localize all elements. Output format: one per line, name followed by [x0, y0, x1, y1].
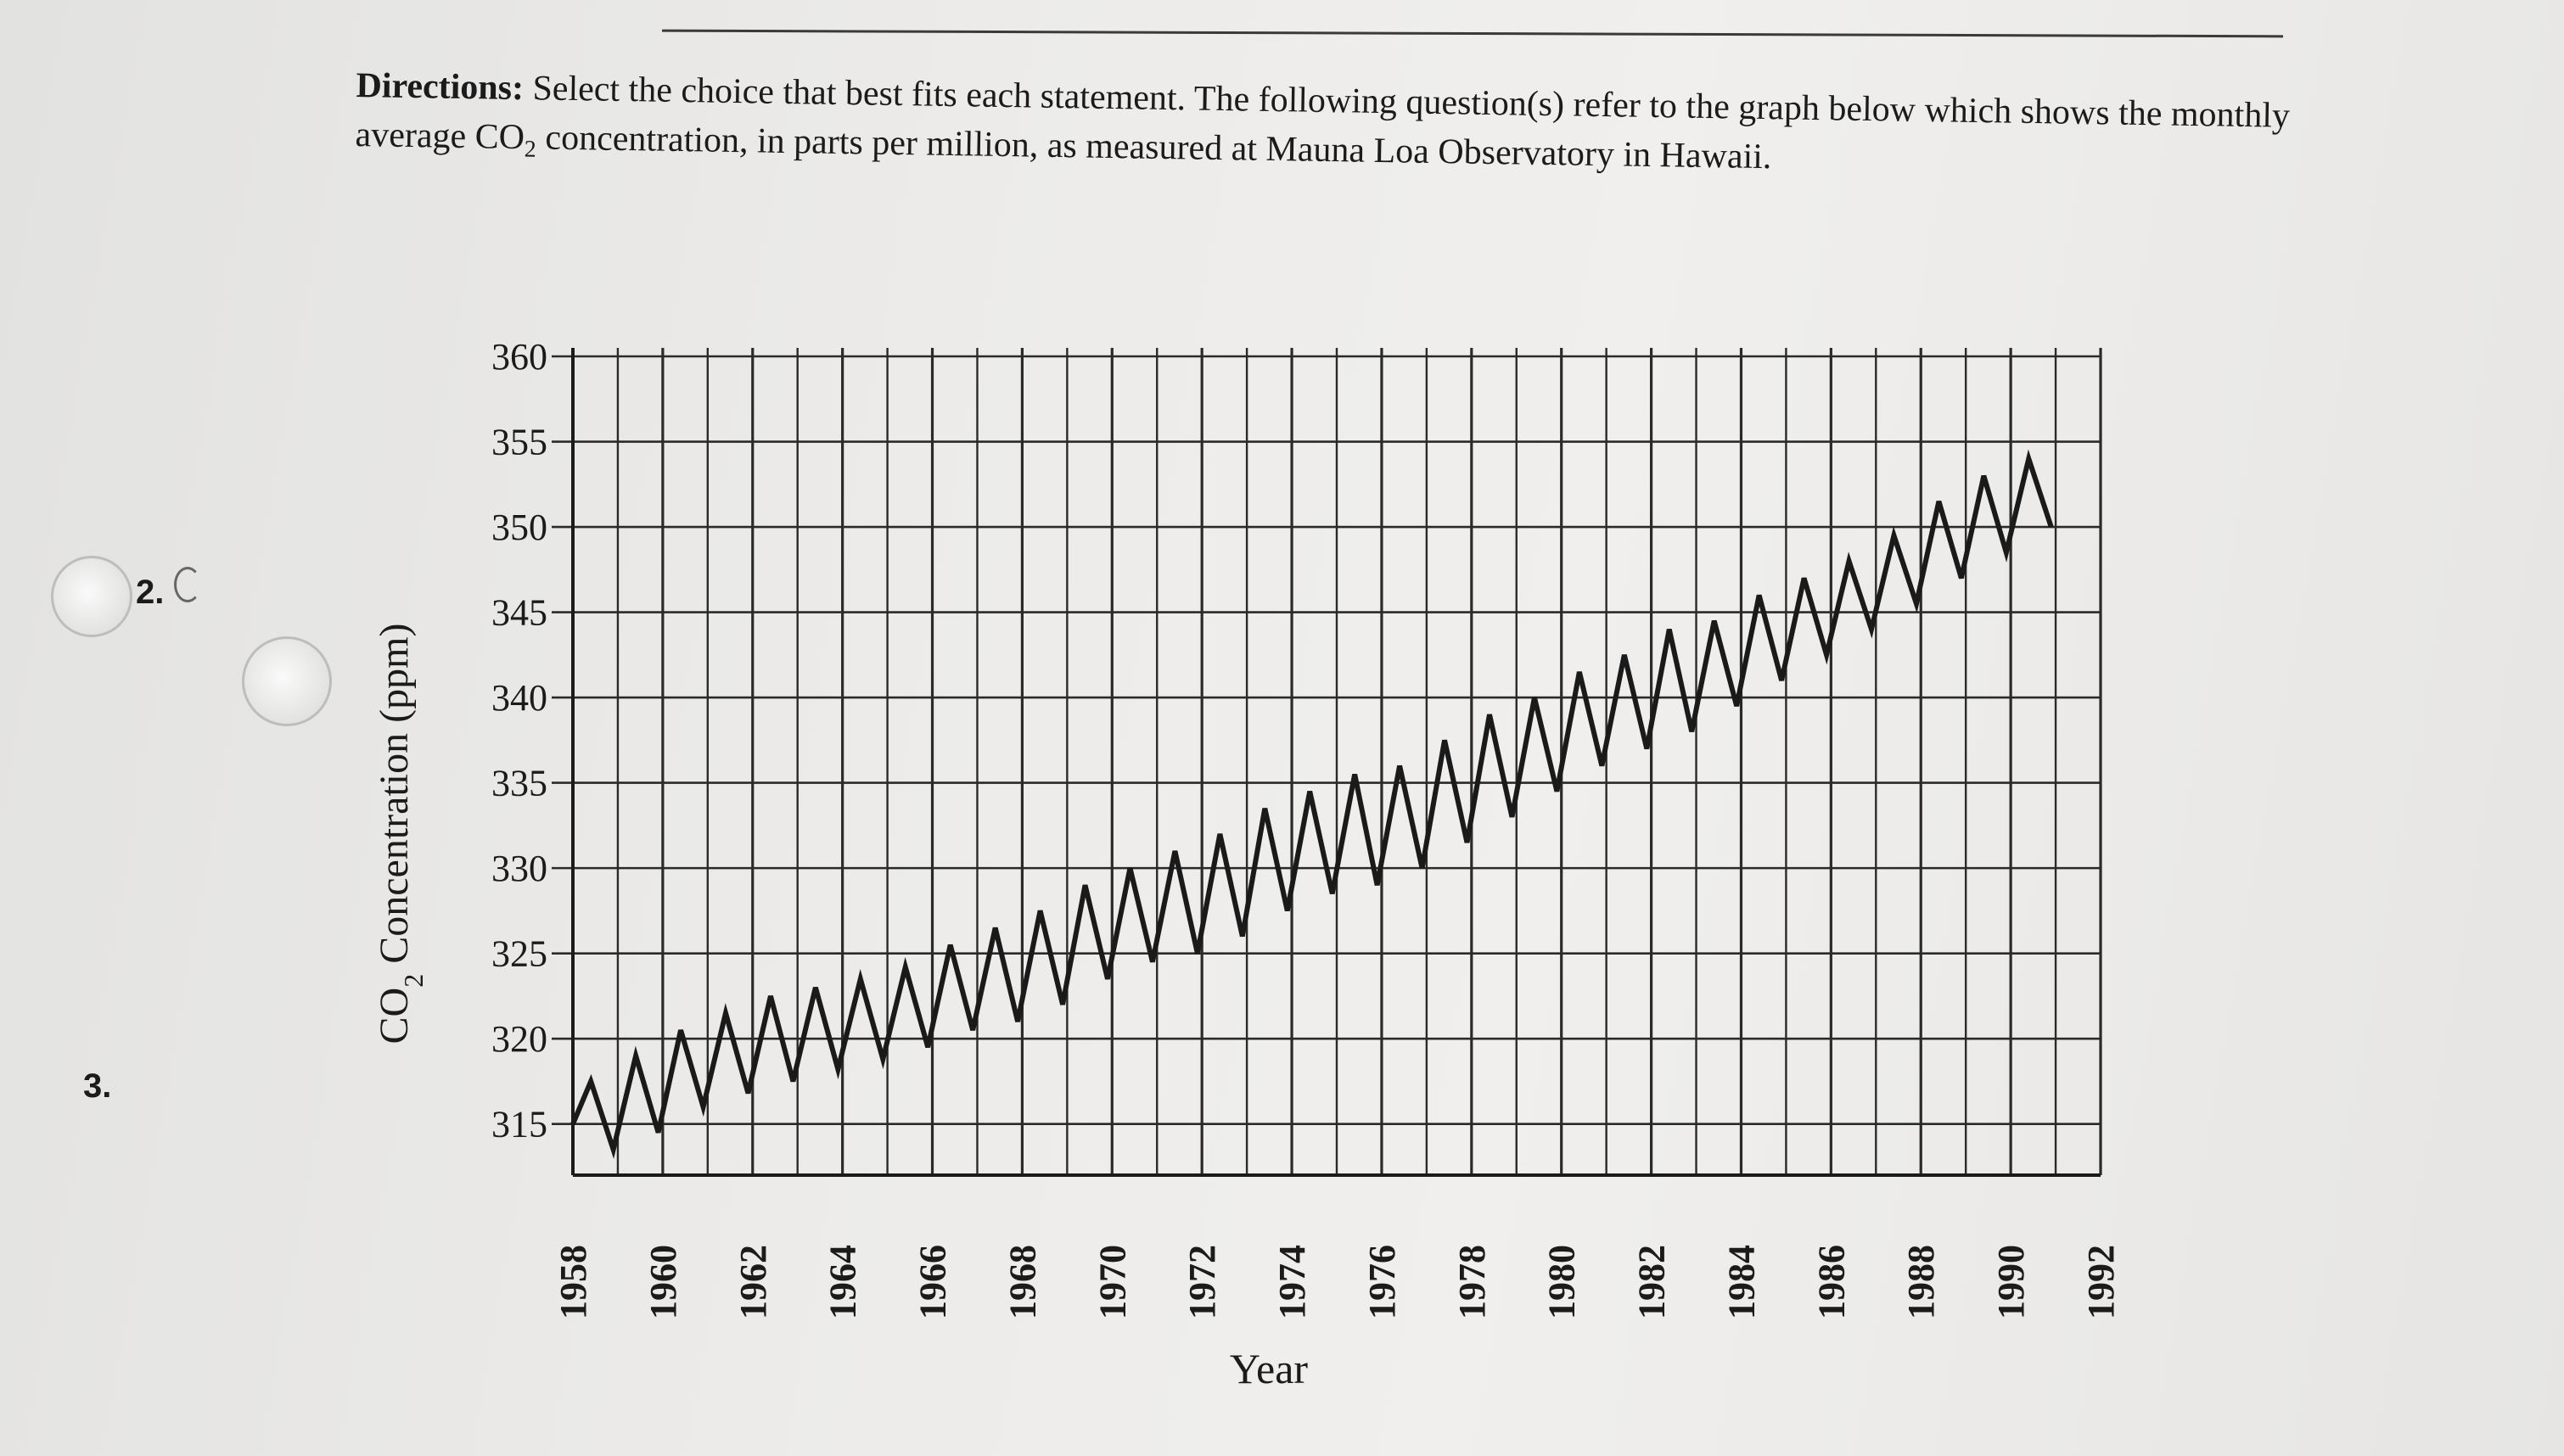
y-tick-label-320: 320: [491, 1018, 547, 1060]
punch-hole-2: [242, 636, 332, 726]
y-tick-label-345: 345: [491, 592, 547, 634]
y-tick-label-350: 350: [491, 507, 547, 548]
x-tick-label-1962: 1962: [732, 1245, 774, 1319]
x-axis-label: Year: [1230, 1345, 1308, 1392]
y-tick-label-360: 360: [491, 336, 547, 378]
x-tick-label-1966: 1966: [912, 1245, 954, 1319]
punch-hole-1: [51, 556, 132, 637]
x-tick-label-1984: 1984: [1720, 1245, 1762, 1319]
x-tick-label-1988: 1988: [1900, 1245, 1942, 1319]
x-tick-label-1960: 1960: [642, 1245, 684, 1319]
y-tick-label-355: 355: [491, 422, 547, 463]
y-tick-label-340: 340: [491, 677, 547, 719]
x-tick-label-1980: 1980: [1541, 1245, 1583, 1319]
y-tick-label-315: 315: [491, 1104, 547, 1145]
x-tick-label-1992: 1992: [2080, 1245, 2122, 1319]
x-tick-label-1982: 1982: [1631, 1245, 1673, 1319]
co2-series-line-0: [570, 449, 2054, 1159]
x-tick-label-1978: 1978: [1451, 1245, 1493, 1319]
x-tick-label-1976: 1976: [1361, 1245, 1403, 1319]
question-number-2: 2.: [136, 574, 165, 611]
x-tick-label-1958: 1958: [553, 1245, 594, 1319]
x-tick-label-1986: 1986: [1810, 1245, 1852, 1319]
pencil-mark-icon: [174, 567, 201, 602]
x-tick-label-1990: 1990: [1990, 1245, 2032, 1319]
x-tick-label-1968: 1968: [1001, 1245, 1043, 1319]
x-tick-label-1970: 1970: [1091, 1245, 1133, 1319]
x-tick-label-1972: 1972: [1181, 1245, 1223, 1319]
y-tick-label-325: 325: [491, 933, 547, 975]
question-number-3: 3.: [83, 1067, 112, 1105]
x-tick-label-1964: 1964: [822, 1245, 864, 1319]
y-axis-label: CO2 Concentration (ppm): [372, 624, 429, 1044]
y-tick-label-335: 335: [491, 763, 547, 804]
y-tick-label-330: 330: [491, 848, 547, 889]
x-tick-label-1974: 1974: [1271, 1245, 1313, 1319]
